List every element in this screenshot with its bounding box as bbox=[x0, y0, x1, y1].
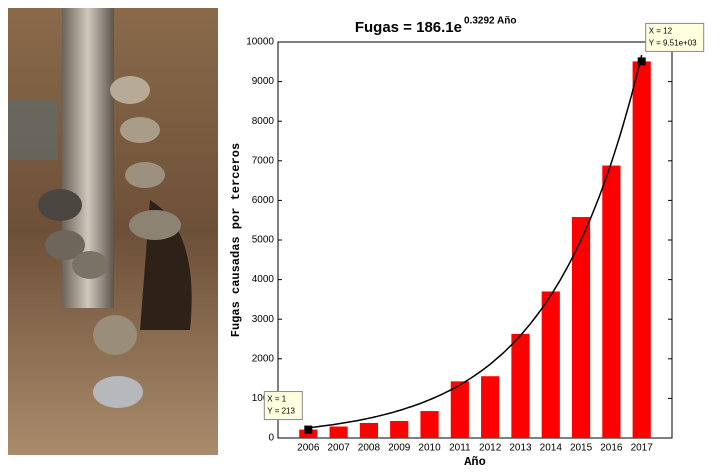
bar bbox=[572, 217, 590, 438]
photo-cap bbox=[129, 210, 181, 240]
x-axis-label: Año bbox=[464, 455, 486, 468]
photo-rock bbox=[93, 376, 143, 408]
bar bbox=[390, 421, 408, 438]
x-tick-label: 2015 bbox=[570, 443, 593, 454]
y-tick-label: 0 bbox=[268, 433, 274, 444]
y-axis-label: Fugas causadas por terceros bbox=[229, 143, 243, 337]
y-tick-label: 10000 bbox=[246, 37, 274, 48]
x-tick-label: 2007 bbox=[327, 443, 350, 454]
y-tick-label: 9000 bbox=[252, 76, 275, 87]
bar bbox=[633, 61, 651, 438]
x-tick-label: 2009 bbox=[388, 443, 411, 454]
photo-cap bbox=[125, 162, 165, 188]
x-tick-label: 2017 bbox=[631, 443, 654, 454]
bar bbox=[360, 423, 378, 438]
x-tick-label: 2008 bbox=[358, 443, 381, 454]
chart-title-superscript: 0.3292 Año bbox=[464, 16, 516, 27]
photo-cap bbox=[110, 76, 150, 104]
y-tick-label: 6000 bbox=[252, 195, 275, 206]
x-tick-label: 2016 bbox=[600, 443, 623, 454]
y-tick-label: 7000 bbox=[252, 155, 275, 166]
bar bbox=[602, 166, 620, 438]
bar bbox=[451, 381, 469, 438]
photo-rock bbox=[93, 315, 137, 355]
datatip-marker bbox=[638, 57, 646, 65]
y-tick-label: 4000 bbox=[252, 274, 275, 285]
chart-title: Fugas = 186.1e bbox=[355, 19, 462, 36]
x-tick-label: 2012 bbox=[479, 443, 502, 454]
photo-cap bbox=[120, 117, 160, 143]
datatip-x: X = 1 bbox=[267, 395, 286, 404]
y-tick-label: 5000 bbox=[252, 235, 275, 246]
x-tick-label: 2013 bbox=[509, 443, 532, 454]
y-tick-label: 8000 bbox=[252, 116, 275, 127]
y-tick-label: 3000 bbox=[252, 314, 275, 325]
photo-cap bbox=[38, 189, 82, 221]
x-tick-label: 2006 bbox=[297, 443, 320, 454]
datatip-x: X = 12 bbox=[649, 27, 673, 36]
bar bbox=[330, 427, 348, 438]
datatip-y: Y = 213 bbox=[267, 407, 295, 416]
photo-cap bbox=[72, 251, 108, 279]
bar bbox=[420, 411, 438, 438]
photo-water bbox=[8, 100, 58, 160]
datatip-marker bbox=[304, 426, 312, 434]
x-tick-label: 2014 bbox=[540, 443, 563, 454]
datatip-y: Y = 9.51e+03 bbox=[649, 39, 697, 48]
y-tick-label: 2000 bbox=[252, 353, 275, 364]
bar bbox=[481, 376, 499, 438]
bar bbox=[511, 334, 529, 438]
page: Fugas = 186.1e 0.3292 Año Año Fugas caus… bbox=[0, 0, 720, 468]
photo bbox=[8, 8, 218, 455]
bar bbox=[542, 291, 560, 438]
x-tick-label: 2011 bbox=[449, 443, 471, 454]
x-tick-label: 2010 bbox=[418, 443, 441, 454]
